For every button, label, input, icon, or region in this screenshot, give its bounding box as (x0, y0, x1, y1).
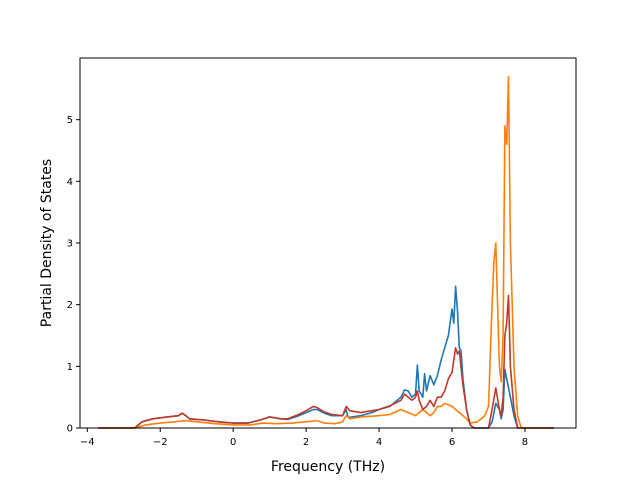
y-tick-label: 2 (67, 300, 73, 311)
y-axis-ticks: 0 1 2 3 4 5 (67, 115, 80, 435)
plot-area (98, 75, 555, 429)
series-line-3 (98, 294, 555, 429)
x-tick-label: 0 (230, 437, 236, 448)
x-axis-label: Frequency (THz) (271, 459, 385, 475)
x-axis-ticks: −4 −2 0 2 4 6 8 (80, 428, 528, 448)
series-line-2 (98, 75, 555, 429)
y-tick-label: 5 (67, 115, 73, 126)
x-tick-label: 8 (522, 437, 528, 448)
series-line-1 (98, 285, 555, 429)
x-tick-label: −2 (153, 437, 168, 448)
y-tick-label: 1 (67, 362, 73, 373)
x-tick-label: 6 (449, 437, 455, 448)
y-axis-label: Partial Density of States (39, 159, 55, 327)
y-tick-label: 3 (67, 239, 73, 250)
x-tick-label: 4 (376, 437, 382, 448)
y-tick-label: 0 (67, 424, 73, 435)
x-tick-label: −4 (80, 437, 95, 448)
y-tick-label: 4 (67, 177, 73, 188)
x-tick-label: 2 (303, 437, 309, 448)
